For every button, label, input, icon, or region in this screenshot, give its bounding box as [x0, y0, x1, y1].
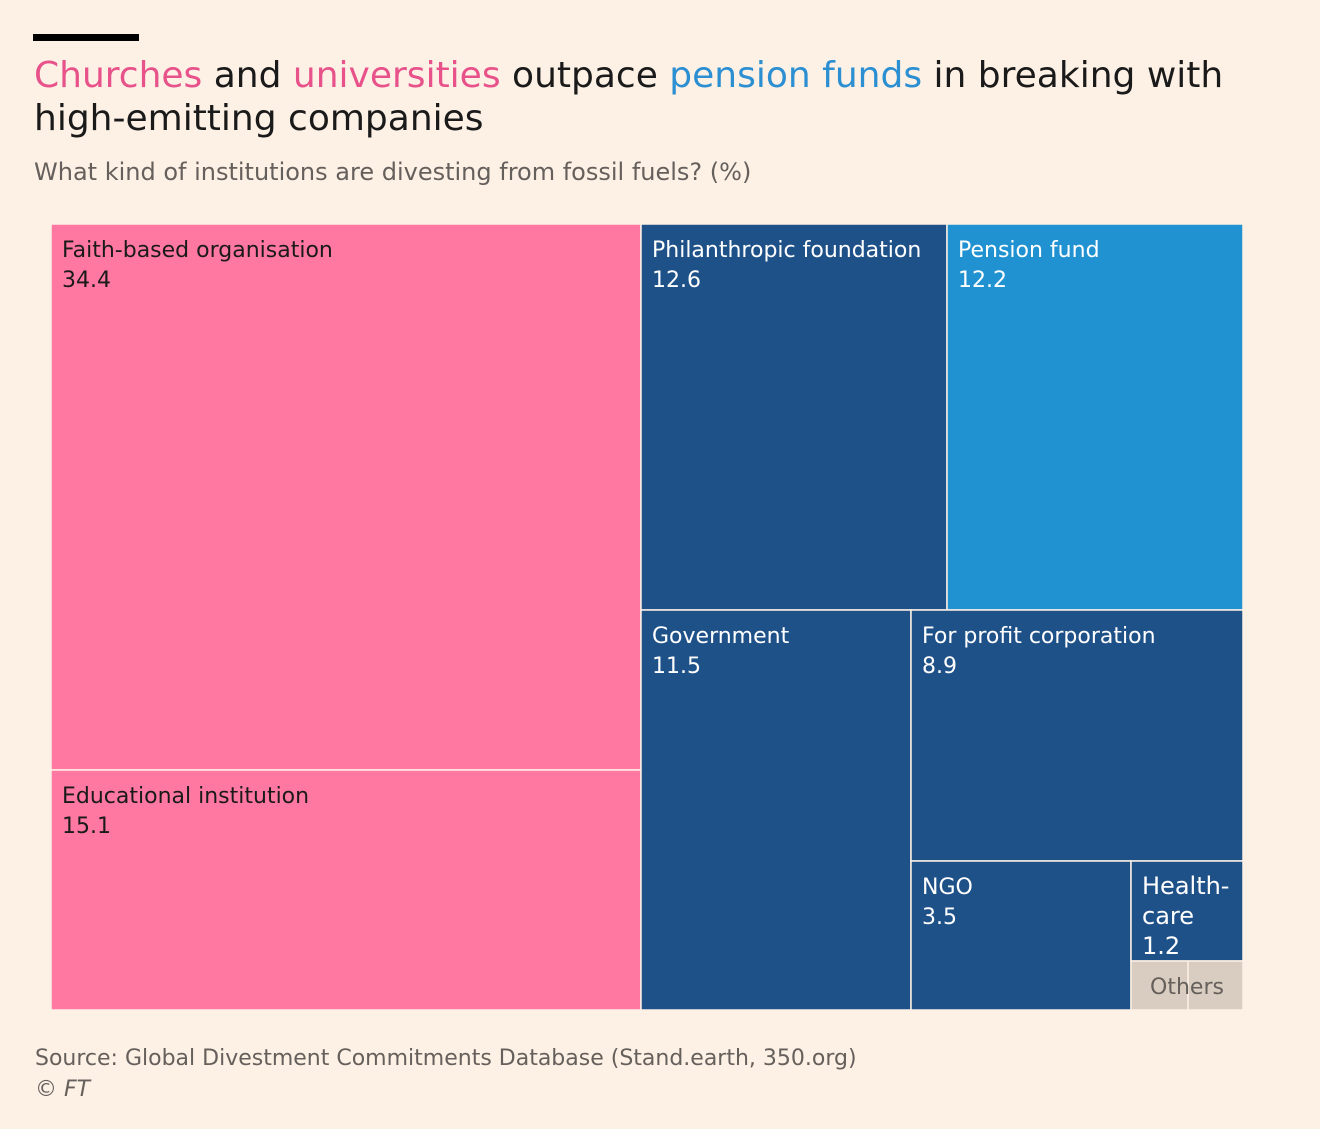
title-text: and	[202, 55, 293, 96]
tile-value-government: 11.5	[652, 654, 701, 679]
tile-philanthropic-foundation	[640, 223, 948, 611]
tile-label-pension-fund: Pension fund	[958, 238, 1100, 263]
tile-label-faith-based-organisation: Faith-based organisation	[62, 238, 333, 263]
tile-for-profit-corporation	[910, 609, 1244, 862]
tile-health-care	[1130, 860, 1244, 962]
tile-value-ngo: 3.5	[922, 905, 957, 930]
ft-top-bar	[33, 34, 139, 41]
tile-label-for-profit-corporation: For profit corporation	[922, 624, 1156, 649]
copyright: © FT	[35, 1077, 91, 1102]
source-note: Source: Global Divestment Commitments Da…	[35, 1046, 857, 1071]
tile-label-ngo: NGO	[922, 875, 973, 900]
tile-value-health-care: 1.2	[1142, 932, 1180, 960]
tile-label-government: Government	[652, 624, 790, 649]
tile-others	[1130, 960, 1244, 1011]
tile-label-health-care-line-2: care	[1142, 902, 1194, 930]
tile-value-philanthropic-foundation: 12.6	[652, 268, 701, 293]
tile-government	[640, 609, 912, 1011]
tile-pension-fund	[946, 223, 1244, 611]
tile-faith-based-organisation	[50, 223, 642, 771]
tile-ngo	[910, 860, 1132, 1011]
tile-value-faith-based-organisation: 34.4	[62, 268, 111, 293]
chart-footer: Source: Global Divestment Commitments Da…	[35, 1043, 857, 1105]
tile-value-for-profit-corporation: 8.9	[922, 654, 957, 679]
title-highlight-pension-funds: pension funds	[669, 55, 923, 96]
tile-label-health-care-line-1: Health-	[1142, 872, 1229, 900]
tile-label-others: Others	[1150, 975, 1224, 1000]
tile-value-educational-institution: 15.1	[62, 814, 111, 839]
tile-label-educational-institution: Educational institution	[62, 784, 309, 809]
tile-label-philanthropic-foundation: Philanthropic foundation	[652, 238, 921, 263]
chart-title: Churches and universities outpace pensio…	[34, 54, 1284, 140]
title-highlight-churches: Churches	[34, 55, 203, 96]
title-text: in breaking with high-emitting companies	[34, 55, 1224, 139]
chart-subtitle: What kind of institutions are divesting …	[34, 158, 752, 186]
tile-educational-institution	[50, 769, 642, 1011]
title-text: outpace	[500, 55, 670, 96]
tile-value-pension-fund: 12.2	[958, 268, 1007, 293]
title-highlight-universities: universities	[292, 55, 501, 96]
